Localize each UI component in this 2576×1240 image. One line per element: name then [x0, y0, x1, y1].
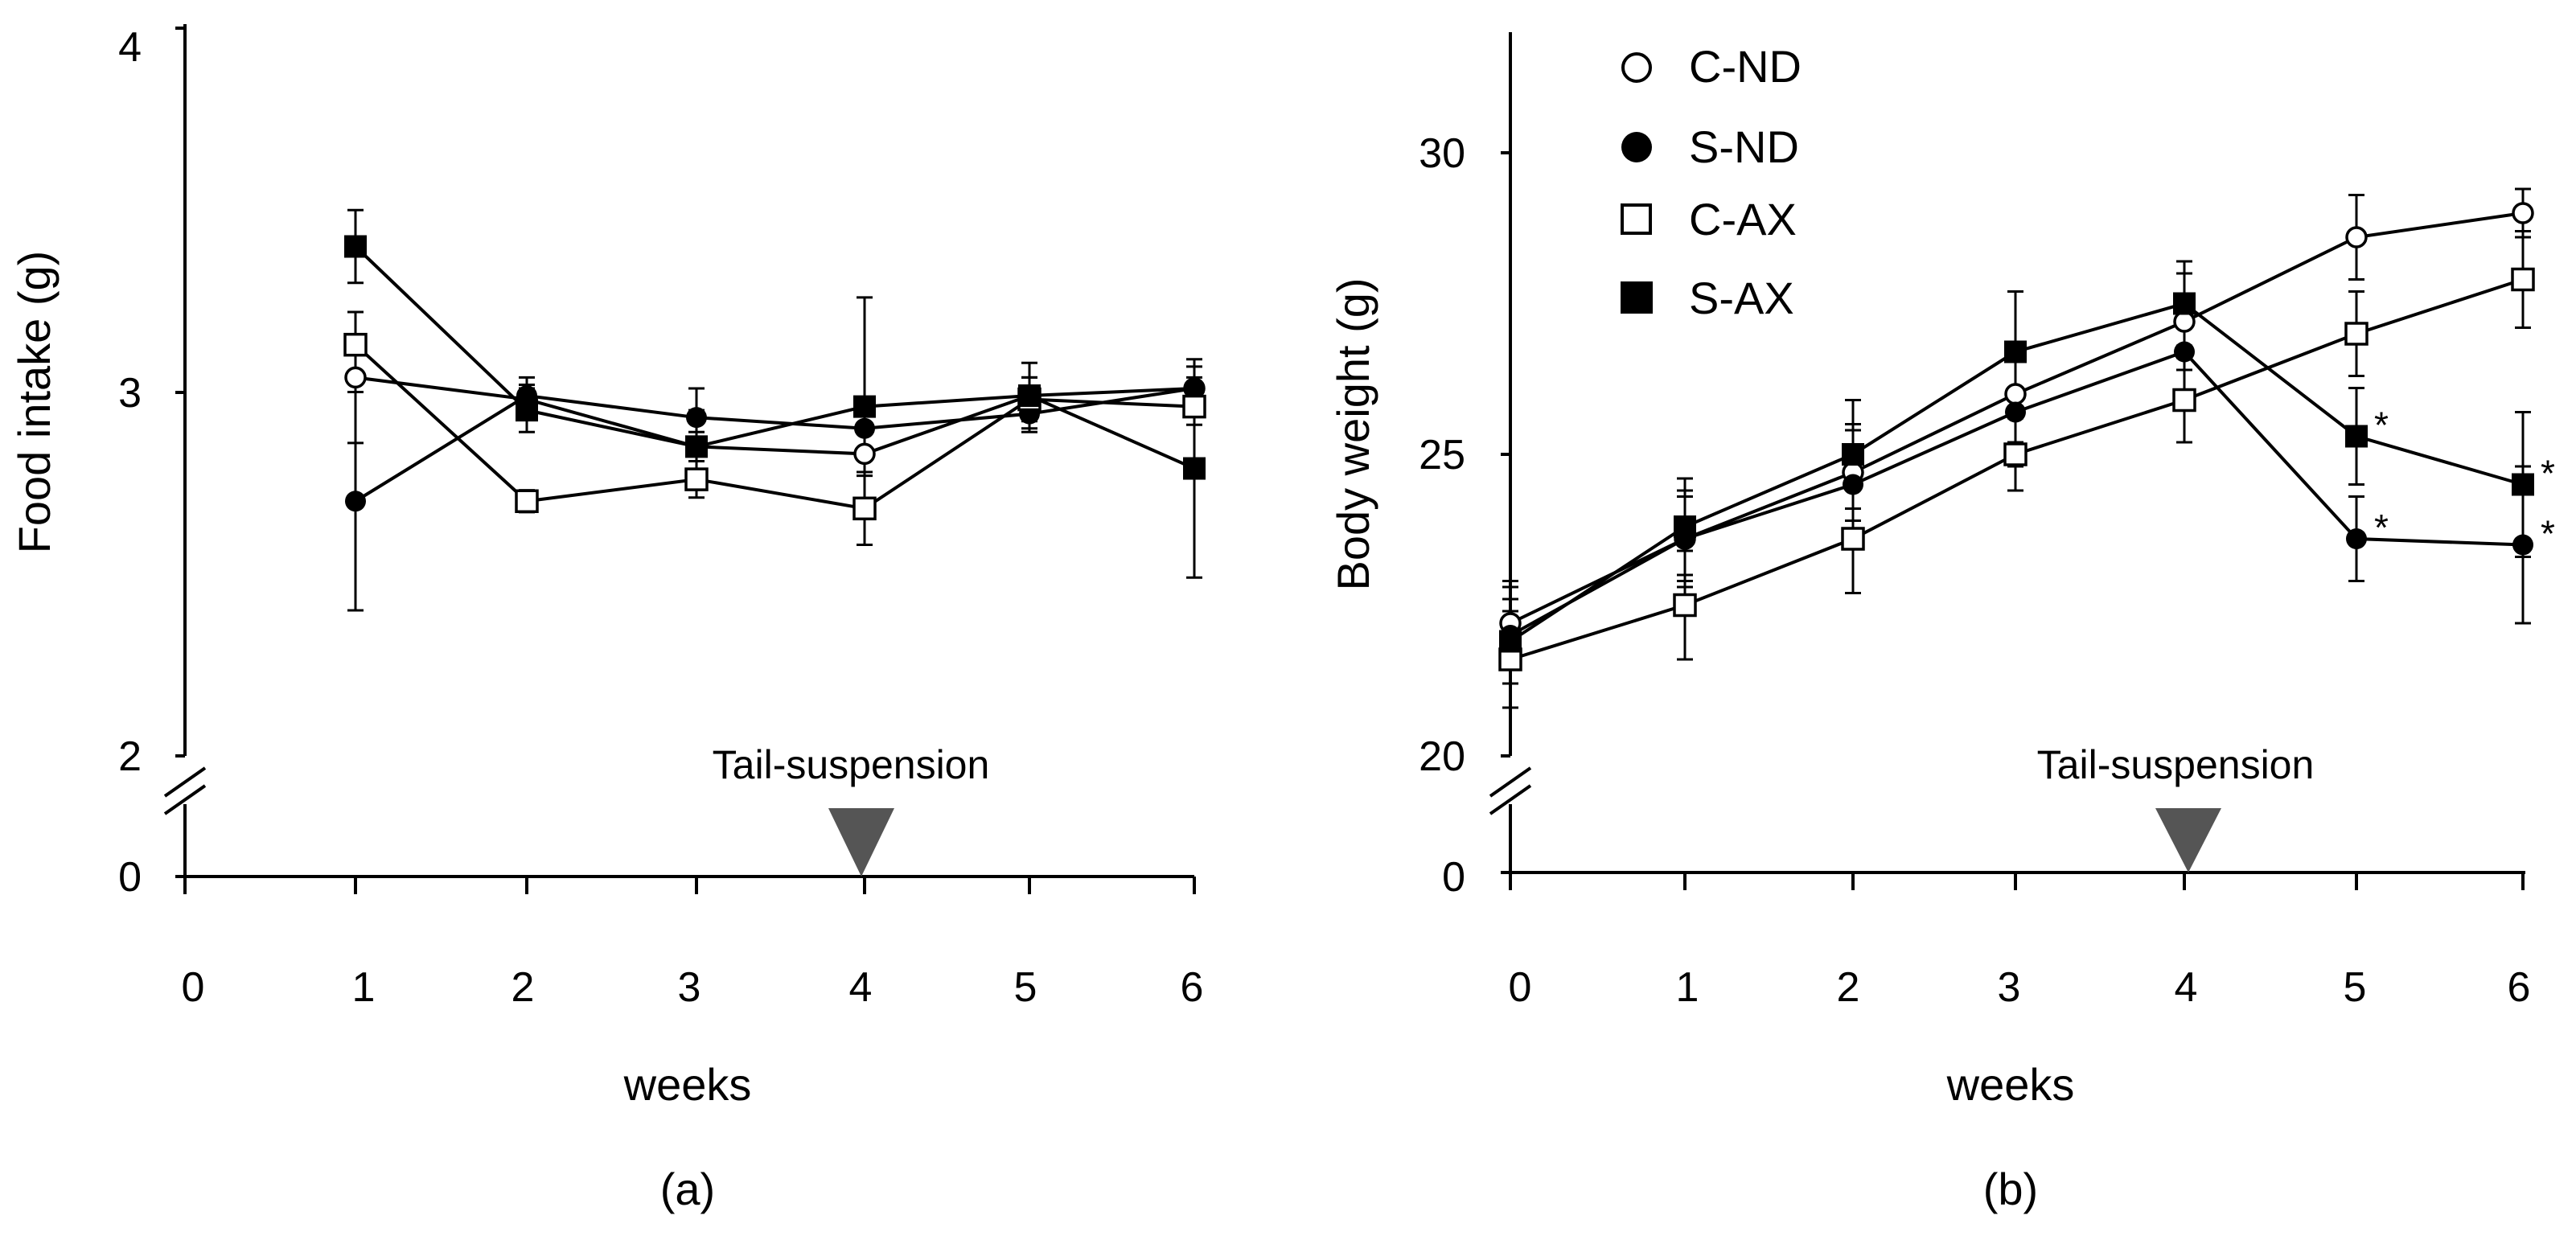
- panel-a-x-tick-label: 5: [1014, 964, 1037, 1011]
- panel-a-plot-area: [343, 208, 1206, 612]
- panel-b-y-zero-label: 0: [1442, 854, 1465, 901]
- legend-label-c-ax: C-AX: [1689, 194, 1797, 244]
- panel-b-x-axis-label: weeks: [1946, 1059, 2075, 1110]
- panel-b-point-s-ax: [2512, 473, 2534, 496]
- legend-label-s-nd: S-ND: [1689, 121, 1799, 172]
- panel-b-x-ticks: [1509, 873, 2525, 890]
- panel-a-point-s-ax: [685, 435, 708, 458]
- panel-a-series-line-c-nd: [355, 376, 1195, 456]
- panel-a-point-s-ax: [516, 399, 538, 422]
- legend-label-s-ax: S-AX: [1689, 273, 1794, 323]
- panel-a-y-zero-label: 0: [118, 854, 142, 901]
- panel-a-point-s-nd: [854, 417, 875, 439]
- panel-a-label: (a): [660, 1164, 715, 1214]
- panel-b-body-weight: 30 25 20 0 0 1 2 3 4 5 6 weeks Body weig…: [1328, 32, 2555, 1214]
- panel-a-point-c-ax: [1182, 394, 1206, 419]
- panel-b-point-s-ax: [2173, 292, 2196, 315]
- panel-a-point-s-nd: [686, 407, 707, 429]
- panel-b-significance-mark: *: [2541, 513, 2555, 555]
- panel-b-axis-break: [1489, 766, 1532, 815]
- panel-a-x-tick-label: 1: [352, 964, 376, 1011]
- panel-b-point-c-ax: [2344, 322, 2369, 346]
- panel-b-label: (b): [1983, 1164, 2038, 1214]
- panel-b-significance-mark: *: [2374, 507, 2389, 548]
- panel-b-point-c-ax: [2003, 442, 2028, 466]
- panel-b-significance-mark: *: [2541, 453, 2555, 495]
- panel-b-point-s-nd: [2346, 528, 2367, 549]
- panel-a-y-tick-label: 2: [118, 733, 142, 780]
- panel-b-plot-area: * * * *: [1498, 187, 2555, 709]
- panel-b-point-c-ax: [2511, 267, 2535, 292]
- legend-marker-c-nd: [1621, 52, 1652, 83]
- panel-b-point-c-nd: [2345, 226, 2368, 248]
- panel-a-series-line-c-ax: [354, 343, 1195, 511]
- panel-a-tail-suspension-label: Tail-suspension: [713, 742, 990, 787]
- panel-a-axis-break: [163, 766, 207, 815]
- panel-b-x-tick-label: 0: [1509, 964, 1532, 1011]
- panel-a-x-tick-label: 2: [512, 964, 535, 1011]
- panel-a-series-line-s-nd: [354, 386, 1195, 503]
- panel-b-point-c-nd: [2512, 202, 2534, 224]
- panel-b-y-tick-label: 20: [1419, 733, 1465, 780]
- panel-b-point-c-nd: [2004, 383, 2027, 405]
- panel-a-point-c-ax: [343, 332, 368, 357]
- panel-a-y-tick-label: 4: [118, 24, 142, 71]
- panel-b-x-tick-label: 2: [1837, 964, 1860, 1011]
- panel-a-point-s-ax: [1183, 457, 1206, 480]
- panel-a-point-c-ax: [853, 496, 877, 521]
- panel-b-x-tick-label: 3: [1998, 964, 2021, 1011]
- panel-b-point-s-nd: [2174, 341, 2195, 363]
- panel-a-point-c-ax: [515, 489, 539, 513]
- panel-b-tail-suspension-label: Tail-suspension: [2037, 742, 2315, 787]
- panel-b-point-c-nd: [2173, 310, 2196, 333]
- panel-b-x-tick-label: 4: [2175, 964, 2198, 1011]
- panel-b-point-s-nd: [1843, 474, 1863, 495]
- panel-b-point-s-ax: [1674, 515, 1696, 538]
- panel-a-point-c-nd: [853, 442, 876, 466]
- panel-a-x-tick-label: 6: [1181, 964, 1204, 1011]
- panel-b-x-tick-label: 6: [2508, 964, 2531, 1011]
- panel-a-y-axis-label: Food intake (g): [9, 251, 60, 554]
- panel-a-point-s-nd: [345, 491, 366, 512]
- panel-b-point-c-ax: [2172, 388, 2196, 413]
- legend-marker-s-nd: [1621, 132, 1652, 162]
- legend-label-c-nd: C-ND: [1689, 41, 1802, 92]
- panel-b-point-s-ax: [2345, 425, 2368, 448]
- panel-a-point-c-nd: [344, 366, 367, 389]
- panel-a-x-tick-label: 4: [849, 964, 873, 1011]
- panel-b-significance-mark: *: [2374, 404, 2389, 446]
- panel-a-y-tick-label: 3: [118, 370, 142, 417]
- legend-marker-c-ax: [1621, 203, 1652, 235]
- panel-a-tail-suspension-marker: [828, 808, 894, 877]
- panel-a-point-s-ax: [1018, 384, 1041, 408]
- panel-a-x-axis-label: weeks: [623, 1059, 752, 1110]
- panel-b-point-s-ax: [1499, 630, 1522, 653]
- panel-b-y-tick-label: 25: [1419, 432, 1465, 478]
- panel-a-x-tick-label: 3: [678, 964, 701, 1011]
- panel-b-point-s-ax: [1842, 443, 1864, 466]
- legend-marker-s-ax: [1621, 281, 1653, 314]
- legend: C-ND S-ND C-AX S-AX: [1621, 41, 1802, 323]
- panel-a-series-line-s-ax: [354, 245, 1195, 470]
- panel-b-point-c-ax: [1841, 527, 1865, 551]
- panel-b-x-tick-label: 5: [2344, 964, 2367, 1011]
- panel-a-food-intake: 4 3 2 0 0 1 2 3 4 5 6 weeks Food intake …: [9, 24, 1206, 1214]
- panel-a-point-s-ax: [344, 235, 367, 258]
- panel-b-point-c-ax: [1673, 593, 1697, 618]
- panel-a-x-ticks: [183, 877, 1196, 894]
- panel-b-point-s-ax: [2004, 340, 2027, 363]
- panel-b-tail-suspension-marker: [2155, 808, 2221, 873]
- panel-b-point-s-nd: [2512, 534, 2533, 556]
- panel-a-point-c-ax: [684, 467, 709, 491]
- panel-b-x-tick-label: 1: [1676, 964, 1699, 1011]
- panel-b-point-s-nd: [2005, 401, 2026, 423]
- panel-b-y-tick-label: 30: [1419, 130, 1465, 177]
- panel-a-point-s-ax: [853, 395, 876, 418]
- panel-a-x-tick-label: 0: [182, 964, 205, 1011]
- panel-b-y-axis-label: Body weight (g): [1328, 277, 1378, 590]
- panel-a-point-s-nd: [1184, 377, 1205, 399]
